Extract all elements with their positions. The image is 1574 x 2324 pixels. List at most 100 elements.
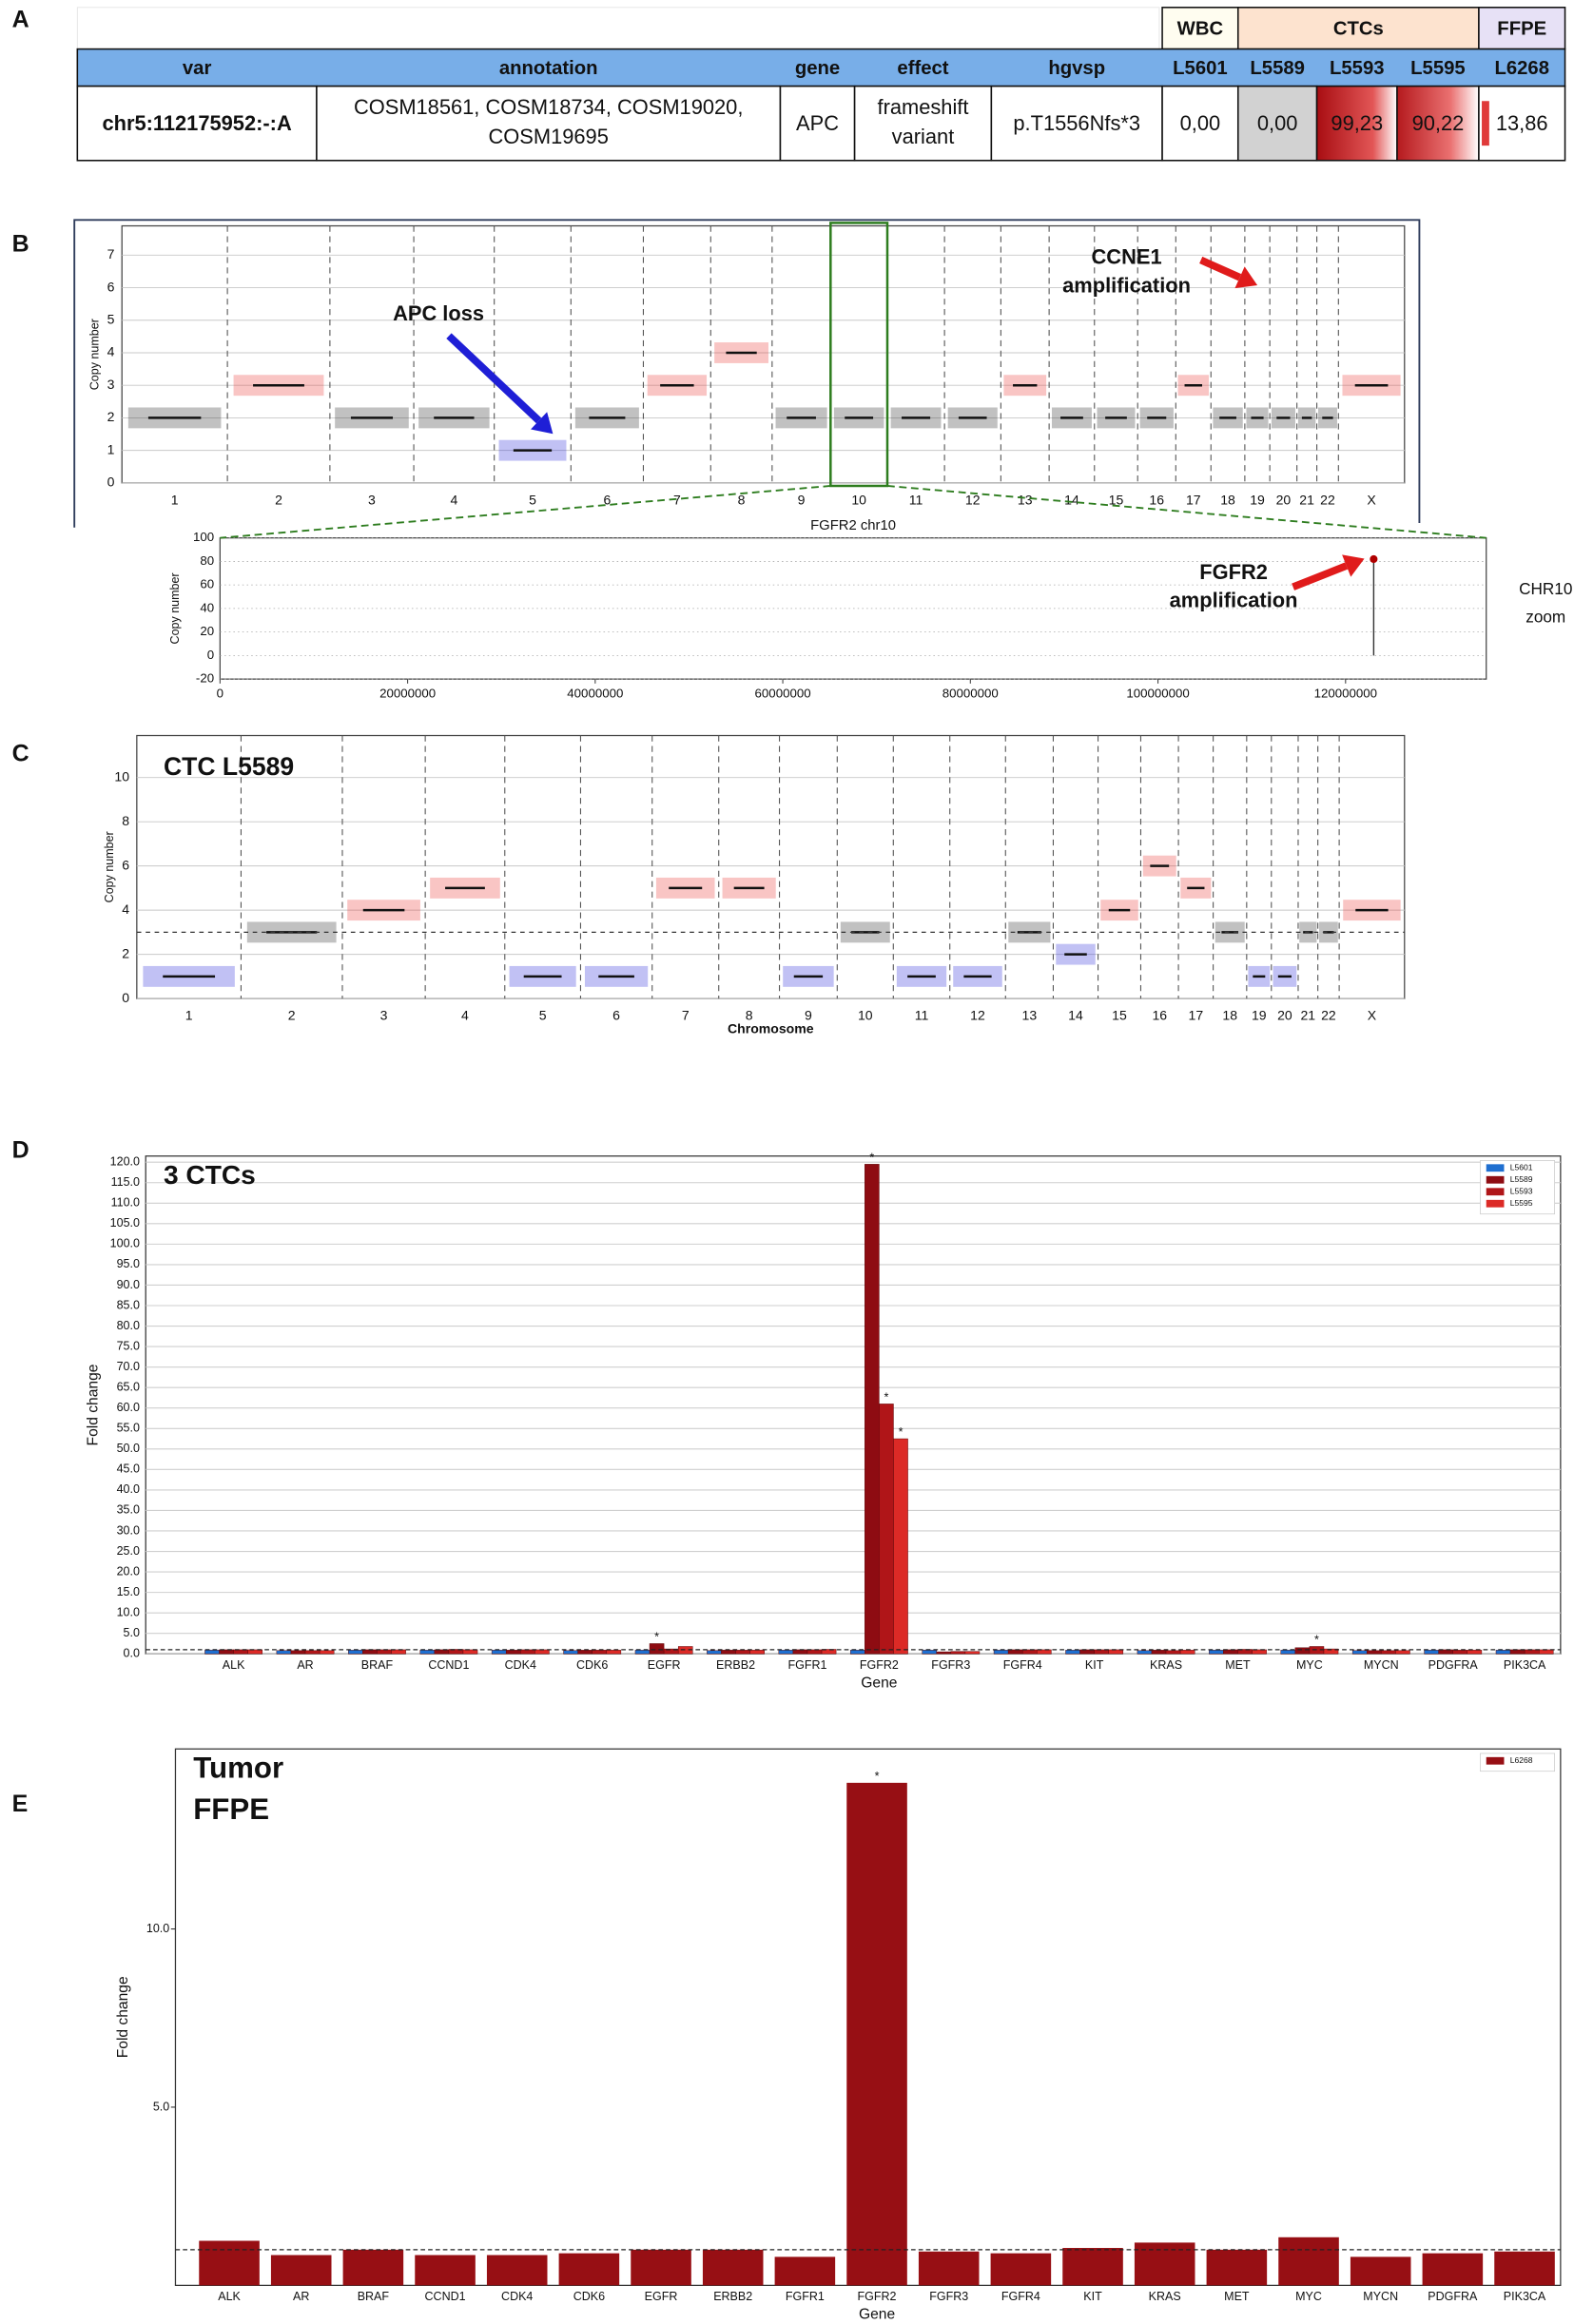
cell-text: 0,00	[1180, 111, 1221, 135]
bar	[491, 1650, 507, 1655]
legend-label: L5593	[1510, 1187, 1533, 1196]
x-tick-label: EGFR	[645, 2290, 678, 2303]
bar	[520, 1649, 535, 1655]
x-tick-label: 20000000	[379, 686, 436, 700]
bar	[462, 1649, 478, 1655]
x-tick-label: 0	[217, 686, 223, 700]
x-tick-label: X	[1368, 1008, 1377, 1023]
bar	[1065, 1650, 1080, 1655]
bar	[1179, 1650, 1195, 1655]
y-tick-label: 45.0	[117, 1462, 140, 1476]
y-tick-label: 20.0	[117, 1564, 140, 1578]
legend-label: L6268	[1510, 1755, 1533, 1765]
x-axis-label: Chromosome	[728, 1021, 814, 1036]
cell-text: COSM18561, COSM18734, COSM19020,	[354, 95, 743, 119]
significance-marker: *	[1314, 1634, 1319, 1647]
x-tick-label: 4	[461, 1008, 469, 1023]
x-tick-label: 7	[673, 492, 681, 507]
x-tick-label: 3	[368, 492, 376, 507]
arrow-shaft	[1199, 256, 1242, 281]
x-tick-label: 2	[288, 1008, 296, 1023]
cell-text: APC	[796, 111, 839, 135]
y-tick-label: 90.0	[117, 1278, 140, 1291]
x-tick-label: MYC	[1295, 2290, 1322, 2303]
y-tick-label: 5	[107, 311, 115, 326]
x-tick-label: 10	[858, 1008, 873, 1023]
y-axis-label: Copy number	[168, 572, 182, 644]
column-header: gene	[795, 58, 840, 79]
annotation: amplification	[1062, 273, 1191, 297]
y-tick-label: 40	[200, 600, 214, 614]
bar	[936, 1651, 952, 1655]
bar	[534, 1649, 550, 1655]
bar	[1539, 1649, 1554, 1655]
bar	[749, 1650, 765, 1655]
column-header: annotation	[499, 58, 598, 79]
x-tick-label: MET	[1224, 2290, 1250, 2303]
bar	[990, 2253, 1052, 2286]
bar	[649, 1643, 665, 1655]
table-cell	[1236, 85, 1318, 162]
x-tick-label: 14	[1064, 492, 1079, 507]
table-cell	[1161, 85, 1239, 162]
bar	[434, 1649, 450, 1655]
y-axis-label: Fold change	[115, 1976, 131, 2058]
bar	[1165, 1650, 1181, 1655]
bar	[204, 1650, 220, 1655]
bar	[233, 1649, 248, 1655]
x-tick-label: 16	[1152, 1008, 1167, 1023]
y-tick-label: 85.0	[117, 1298, 140, 1311]
bar	[1350, 2256, 1411, 2286]
bar	[1494, 2251, 1555, 2286]
panel-label: A	[12, 6, 29, 32]
x-tick-label: CDK6	[576, 1658, 608, 1672]
bar	[1351, 1650, 1368, 1655]
y-tick-label: 95.0	[117, 1257, 140, 1270]
column-header: var	[183, 58, 212, 79]
x-tick-label: PDGFRA	[1428, 1658, 1479, 1672]
x-tick-label: 40000000	[567, 686, 623, 700]
column-header: hgvsp	[1048, 58, 1105, 79]
bar	[304, 1650, 321, 1655]
x-tick-label: 8	[746, 1008, 753, 1023]
arrow-head	[1342, 554, 1365, 577]
y-tick-label: 100.0	[110, 1237, 140, 1250]
x-tick-label: 1	[171, 492, 179, 507]
bar	[950, 1651, 966, 1655]
x-tick-label: 10	[851, 492, 866, 507]
y-tick-label: 105.0	[110, 1216, 140, 1230]
cell-text: 99,23	[1331, 111, 1383, 135]
x-tick-label: 6	[612, 1008, 620, 1023]
cell-text: 0,00	[1257, 111, 1298, 135]
cell-text: frameshift	[877, 95, 968, 119]
bar	[1137, 1650, 1153, 1655]
panel-label: D	[12, 1137, 29, 1164]
x-tick-label: 120000000	[1314, 686, 1377, 700]
annotation: zoom	[1525, 608, 1565, 627]
bar	[558, 2253, 620, 2286]
x-tick-label: KRAS	[1149, 2290, 1181, 2303]
y-tick-label: -20	[196, 671, 214, 686]
legend-label: L5589	[1510, 1174, 1533, 1184]
column-header: L5593	[1330, 58, 1385, 79]
bar	[1062, 2248, 1123, 2286]
y-tick-label: 120.0	[110, 1155, 140, 1169]
bar	[1422, 2253, 1484, 2286]
y-axis-label: Copy number	[87, 319, 101, 390]
bar	[606, 1650, 622, 1655]
x-tick-label: FGFR1	[786, 2290, 825, 2303]
x-tick-label: 2	[275, 492, 282, 507]
x-tick-label: 8	[738, 492, 746, 507]
bar	[846, 1782, 907, 2286]
bar	[778, 1650, 794, 1655]
y-tick-label: 100	[193, 530, 214, 544]
panel-frame	[73, 219, 1421, 528]
bar	[342, 2249, 404, 2286]
bar	[1524, 1649, 1540, 1655]
x-tick-label: ALK	[218, 2290, 241, 2303]
bar	[592, 1650, 608, 1655]
y-tick-label: 0.0	[124, 1647, 140, 1660]
y-tick-label: 50.0	[117, 1442, 140, 1455]
x-tick-label: 17	[1189, 1008, 1204, 1023]
